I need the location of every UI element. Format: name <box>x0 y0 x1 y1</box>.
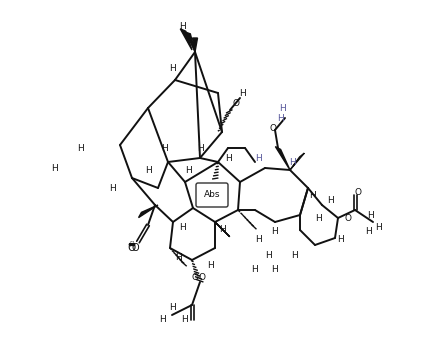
Text: H: H <box>252 265 258 274</box>
FancyBboxPatch shape <box>196 183 228 207</box>
Text: H: H <box>375 223 381 232</box>
Text: H: H <box>181 315 188 324</box>
Text: H: H <box>308 191 316 200</box>
Text: O: O <box>354 187 362 196</box>
Text: H: H <box>278 103 285 112</box>
Polygon shape <box>139 205 158 218</box>
Polygon shape <box>290 153 304 170</box>
Text: H: H <box>145 166 152 175</box>
Text: H: H <box>175 254 181 262</box>
Text: H: H <box>225 153 232 162</box>
Text: H: H <box>272 265 278 274</box>
Text: H: H <box>272 228 278 237</box>
Text: H: H <box>169 64 175 73</box>
Text: H: H <box>290 158 296 167</box>
Polygon shape <box>186 32 195 52</box>
Text: H: H <box>76 144 84 152</box>
Text: H: H <box>265 251 271 260</box>
Text: H: H <box>255 153 261 162</box>
Text: O: O <box>198 273 206 282</box>
Text: O: O <box>232 99 240 108</box>
Text: H: H <box>219 226 225 235</box>
Polygon shape <box>193 38 198 52</box>
Text: H: H <box>51 163 59 172</box>
Text: H: H <box>185 166 191 175</box>
Text: H: H <box>337 236 343 245</box>
Text: H: H <box>365 228 371 237</box>
Text: Abs: Abs <box>204 189 220 198</box>
Text: H: H <box>291 251 299 260</box>
Text: O: O <box>345 213 351 222</box>
Polygon shape <box>180 29 192 50</box>
Text: H: H <box>327 195 333 204</box>
Text: H: H <box>277 113 283 122</box>
Text: H: H <box>315 213 321 222</box>
Text: H: H <box>367 211 373 220</box>
Text: H: H <box>109 184 115 193</box>
Text: H: H <box>255 236 261 245</box>
Text: H: H <box>160 315 166 324</box>
Text: H: H <box>169 304 175 313</box>
Text: O: O <box>270 124 277 133</box>
Text: O: O <box>191 273 198 282</box>
Text: H: H <box>179 223 186 232</box>
Text: H: H <box>180 22 186 31</box>
Text: H: H <box>197 144 203 152</box>
Polygon shape <box>275 146 290 170</box>
Text: H: H <box>207 261 213 270</box>
Text: H: H <box>240 88 246 98</box>
Text: O: O <box>131 243 139 253</box>
Polygon shape <box>215 222 230 237</box>
Text: Ö: Ö <box>128 243 136 253</box>
Text: H: H <box>162 144 169 152</box>
